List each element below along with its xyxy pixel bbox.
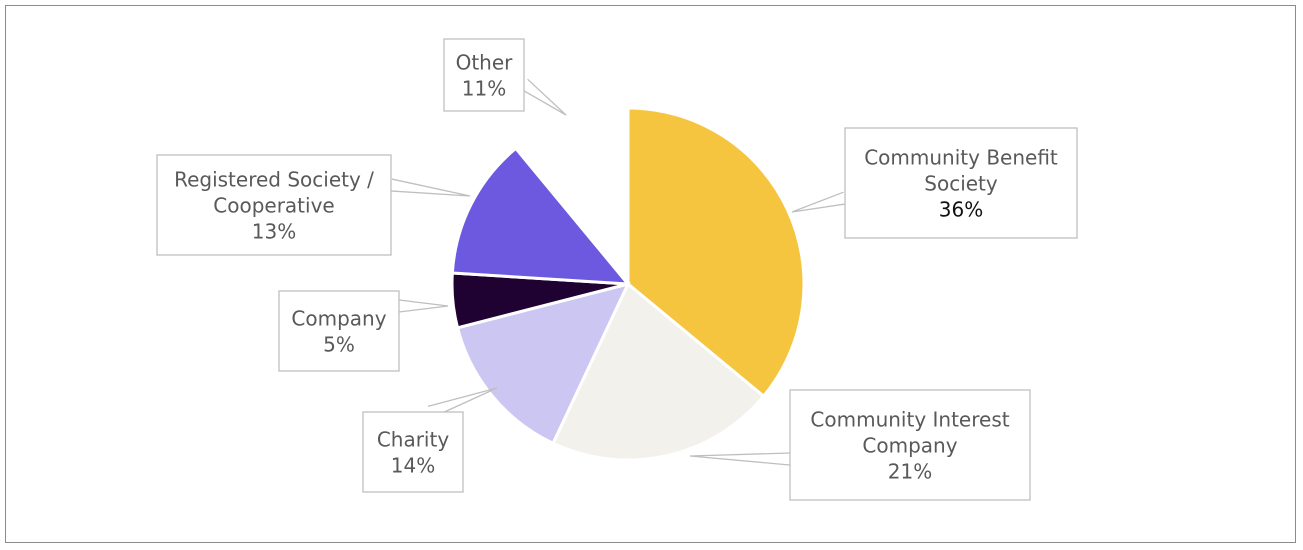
callout-box	[362, 411, 464, 493]
pie-slice-community-benefit-society	[626, 106, 806, 399]
callout-leader	[390, 178, 471, 197]
callout-label: Company	[862, 433, 957, 457]
pie-slice-other	[509, 95, 626, 277]
callout-label: Society	[924, 171, 998, 195]
callout-box	[844, 127, 1078, 239]
callout-label: Registered Society /	[174, 167, 374, 191]
callout-value: 36%	[939, 197, 983, 221]
callout-label: Community Interest	[810, 407, 1009, 431]
pie-slice-registered-society-cooperative	[450, 146, 632, 286]
callout-value: 13%	[252, 219, 296, 243]
callout-box	[443, 38, 525, 112]
callout-label: Other	[456, 50, 514, 74]
pie-slice-community-interest-company	[551, 281, 766, 462]
callout-leader	[791, 191, 847, 213]
callout-leader	[398, 299, 449, 313]
callout-label: Community Benefit	[864, 145, 1058, 169]
callout-value: 5%	[323, 332, 355, 356]
callout-label: Charity	[377, 427, 450, 451]
callout-leader	[427, 387, 498, 419]
callout-leader	[689, 452, 791, 466]
callout-label: Cooperative	[213, 193, 334, 217]
callout-leader	[520, 78, 567, 116]
callout-box	[789, 389, 1031, 501]
pie-slice-charity	[455, 281, 631, 446]
pie-slices	[450, 95, 806, 462]
callout-value: 21%	[888, 459, 932, 483]
callout-value: 11%	[462, 76, 506, 100]
callout-value: 14%	[391, 453, 435, 477]
callout-label: Company	[291, 306, 386, 330]
callout-box	[278, 290, 400, 372]
callout-box	[156, 154, 392, 256]
